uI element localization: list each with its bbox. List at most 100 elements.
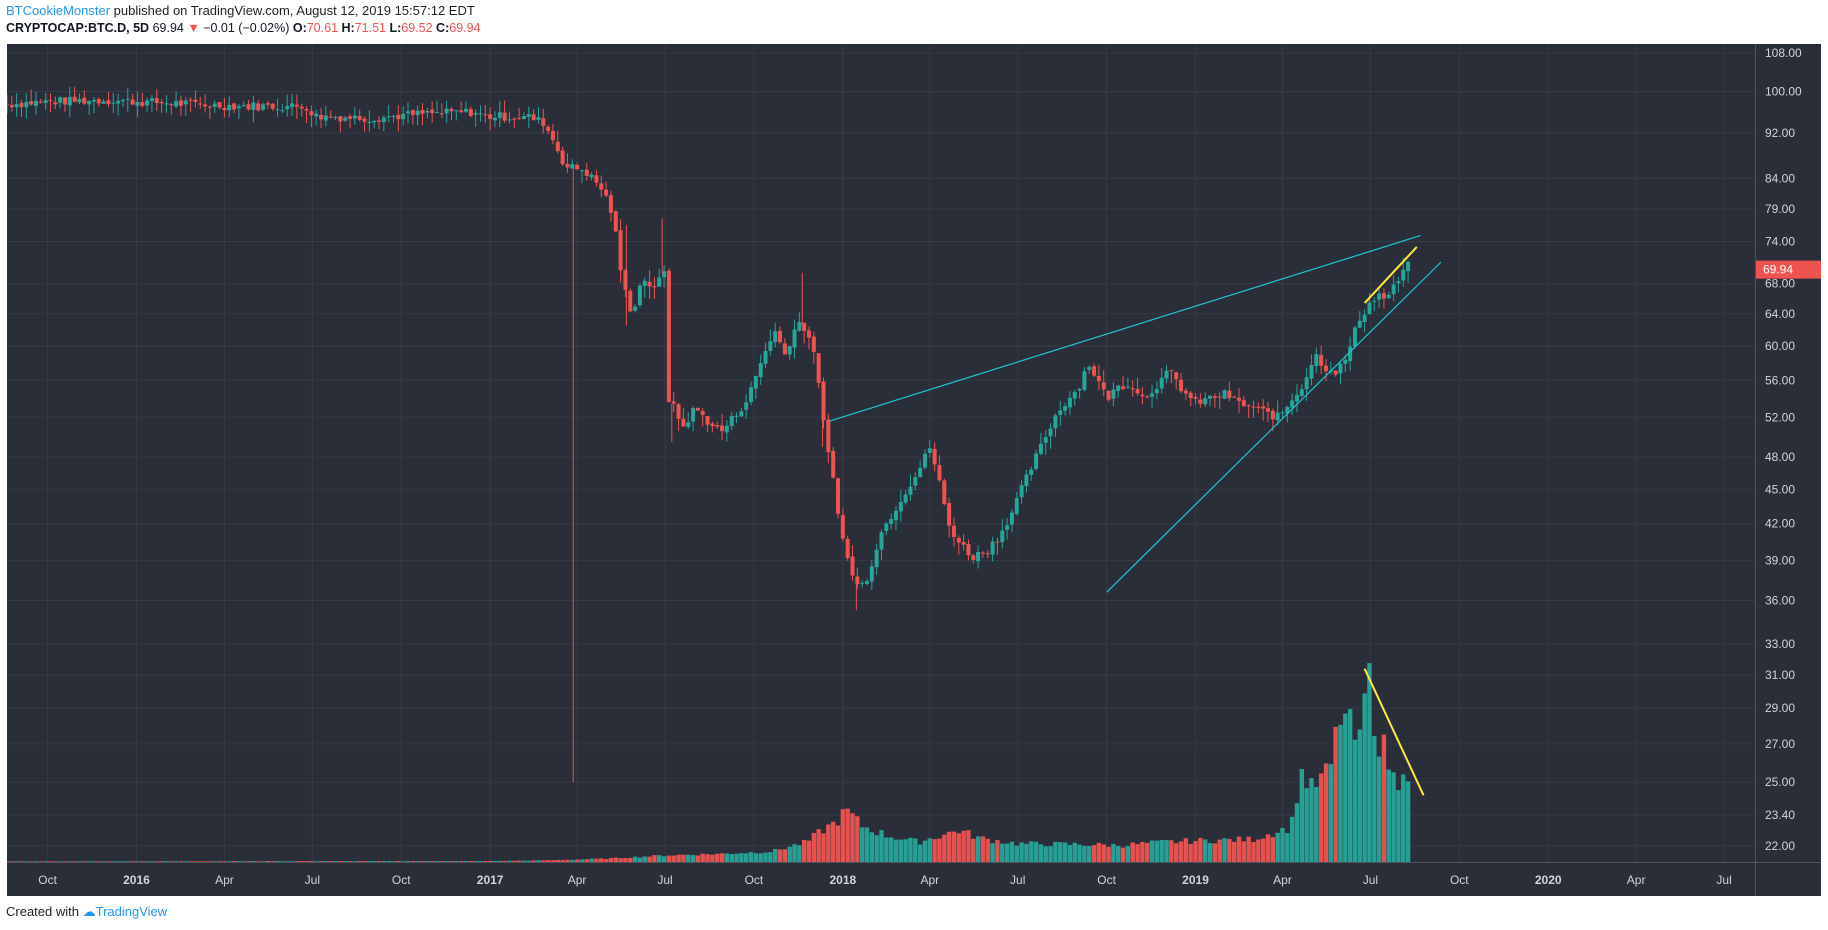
volume-bar: [1014, 845, 1019, 862]
candle-body: [217, 102, 222, 108]
candle-body: [512, 118, 517, 120]
candle-body: [860, 583, 865, 585]
volume-bar: [1077, 844, 1082, 862]
candle-body: [840, 514, 845, 539]
candle-body: [33, 100, 38, 106]
volume-bar: [265, 861, 271, 862]
volume-bar: [913, 838, 918, 862]
price-axis: 108.00 100.00 92.00 84.00 79.00 74.00 68.00 64.…: [1765, 46, 1802, 853]
candle-body: [106, 100, 111, 104]
volume-bar: [1343, 713, 1348, 862]
volume-bar: [328, 861, 333, 862]
x-tick-label: Apr: [568, 873, 587, 887]
candle-body: [1222, 390, 1227, 399]
candle-body: [1053, 415, 1058, 429]
candle-body: [497, 112, 502, 118]
candle-body: [662, 271, 667, 278]
volume-bar: [77, 861, 82, 862]
candle-body: [927, 448, 932, 453]
candle-body: [599, 183, 604, 190]
candle-body: [58, 97, 63, 103]
author-link[interactable]: BTCookieMonster: [6, 3, 111, 18]
candle-body: [1285, 406, 1290, 414]
volume-bar: [1019, 842, 1024, 862]
candle-body: [1140, 394, 1145, 397]
volume-bar: [289, 861, 295, 862]
volume-bar: [739, 853, 744, 862]
volume-bar: [212, 861, 217, 862]
volume-bar: [304, 861, 309, 862]
volume-bar: [1053, 841, 1058, 862]
close-value: 69.94: [449, 21, 481, 35]
volume-bar: [227, 861, 232, 862]
candle-body: [951, 525, 956, 538]
volume-bar: [961, 830, 966, 862]
volume-bar: [975, 836, 981, 862]
volume-bar: [690, 855, 696, 862]
candle-body: [444, 108, 449, 114]
candle-body: [589, 174, 594, 178]
volume-bar: [256, 861, 261, 862]
candle-body: [826, 419, 831, 453]
volume-bar: [1318, 773, 1324, 862]
candle-body: [932, 448, 937, 465]
y-tick-label: 64.00: [1765, 307, 1795, 321]
chart-panel[interactable]: 108.00 100.00 92.00 84.00 79.00 74.00 68.00 64.…: [7, 44, 1821, 896]
price-chart[interactable]: 108.00 100.00 92.00 84.00 79.00 74.00 68.00 64.…: [7, 44, 1821, 896]
candle-body: [1348, 346, 1353, 361]
volume-bar: [671, 855, 676, 862]
volume-bar: [91, 861, 97, 862]
candle-body: [1299, 389, 1304, 396]
candle-body: [1174, 372, 1179, 380]
candle-body: [575, 164, 580, 170]
volume-bar: [541, 860, 546, 862]
candle-body: [1304, 377, 1309, 390]
volume-bar: [855, 816, 860, 862]
candle-body: [1357, 320, 1362, 328]
candle-body: [38, 101, 43, 103]
volume-bar: [917, 844, 923, 862]
candle-body: [183, 100, 188, 105]
y-tick-label: 29.00: [1765, 701, 1795, 715]
y-tick-label: 79.00: [1765, 202, 1795, 216]
tradingview-logo-icon[interactable]: ☁: [82, 904, 96, 919]
volume-bar: [1111, 843, 1116, 862]
candle-body: [1005, 525, 1010, 530]
volume-bar: [48, 861, 53, 862]
volume-bar: [53, 861, 58, 862]
candle-body: [29, 101, 34, 105]
candle-body: [14, 104, 19, 108]
volume-bar: [1067, 844, 1073, 862]
y-tick-label: 42.00: [1765, 517, 1795, 531]
volume-bar: [1072, 842, 1077, 862]
volume-bar: [1125, 846, 1131, 862]
candle-body: [1246, 405, 1251, 407]
candle-body: [294, 104, 299, 107]
volume-bar: [7, 861, 10, 863]
volume-bar: [937, 838, 942, 862]
candle-body: [1372, 300, 1377, 302]
candle-body: [555, 141, 560, 152]
volume-bar: [1270, 837, 1276, 862]
candle-body: [87, 100, 92, 105]
candle-body: [1188, 392, 1193, 399]
candle-body: [1367, 302, 1372, 315]
volume-bar: [724, 853, 730, 862]
candle-body: [903, 494, 908, 503]
candle-body: [256, 103, 261, 111]
candle-body: [396, 114, 401, 120]
candle-body: [1164, 370, 1169, 379]
volume-bar: [840, 809, 846, 862]
tradingview-link[interactable]: TradingView: [95, 904, 168, 919]
volume-bar: [652, 855, 657, 862]
x-tick-label: Oct: [745, 873, 764, 887]
candle-body: [1261, 406, 1266, 409]
y-tick-label: 52.00: [1765, 410, 1795, 424]
volume-bar: [299, 861, 304, 862]
volume-bar: [347, 861, 353, 862]
candle-body: [763, 350, 768, 364]
symbol-label[interactable]: CRYPTOCAP:BTC.D, 5D: [6, 21, 150, 35]
candle-body: [1280, 412, 1285, 414]
volume-bar: [734, 853, 739, 862]
volume-bar: [826, 824, 831, 862]
